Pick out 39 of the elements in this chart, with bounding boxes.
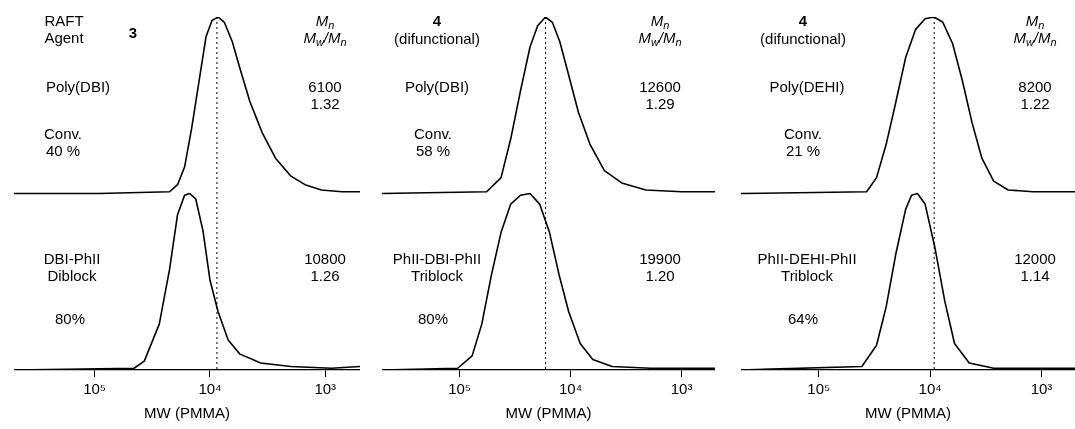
annotation: 80%: [54, 310, 86, 327]
annotation: 4: [798, 12, 808, 29]
x-tick-label: 10⁵: [448, 380, 472, 398]
x-axis-title: MW (PMMA): [144, 404, 230, 422]
annotation: M$_{n}$ M$_{w}$/M$_{n}$: [638, 12, 682, 48]
annotation: 3: [128, 24, 138, 41]
annotation: 64%: [787, 310, 819, 327]
annotation: Conv. 21 %: [783, 125, 823, 159]
annotation: 19900 1.20: [639, 250, 681, 284]
x-axis-title: MW (PMMA): [505, 404, 592, 422]
x-tick-label: 10⁴: [559, 380, 583, 398]
annotation: 12600 1.29: [639, 78, 681, 112]
x-tick-label: 10⁴: [918, 380, 942, 398]
annotation: Conv. 40 %: [43, 125, 83, 159]
annotation: (difunctional): [760, 30, 846, 47]
annotation: RAFT Agent: [44, 12, 84, 46]
x-tick-label: 10⁵: [83, 380, 107, 398]
annotation: Poly(DBI): [404, 78, 470, 95]
annotation: 8200 1.22: [1018, 78, 1052, 112]
annotation: DBI-PhII Diblock: [43, 250, 101, 284]
annotation: M$_{n}$ M$_{w}$/M$_{n}$: [303, 12, 347, 48]
annotation: Conv. 58 %: [413, 125, 453, 159]
annotation: Poly(DEHI): [769, 78, 845, 95]
x-tick-label: 10³: [1030, 380, 1053, 398]
x-axis-title: MW (PMMA): [865, 404, 951, 422]
x-tick-label: 10³: [670, 380, 693, 398]
x-tick-label: 10⁵: [807, 380, 831, 398]
annotation: 10800 1.26: [304, 250, 346, 284]
annotation: M$_{n}$ M$_{w}$/M$_{n}$: [1013, 12, 1057, 48]
annotation: 4: [432, 12, 442, 29]
annotation: 80%: [417, 310, 449, 327]
annotation: (difunctional): [394, 30, 480, 47]
annotation: Poly(DBI): [45, 78, 111, 95]
x-tick-label: 10³: [314, 380, 337, 398]
annotation: 6100 1.32: [308, 78, 342, 112]
annotation: PhII-DBI-PhII Triblock: [392, 250, 482, 284]
annotation: 12000 1.14: [1014, 250, 1056, 284]
x-tick-label: 10⁴: [198, 380, 222, 398]
annotation: PhII-DEHI-PhII Triblock: [757, 250, 857, 284]
